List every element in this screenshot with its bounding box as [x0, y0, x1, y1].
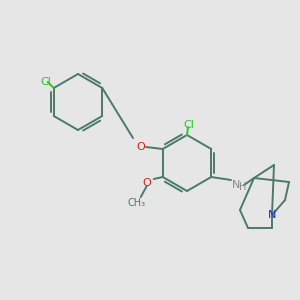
Text: Cl: Cl	[40, 77, 51, 87]
Text: Cl: Cl	[184, 120, 194, 130]
Text: N: N	[268, 210, 276, 220]
Text: CH₃: CH₃	[128, 198, 146, 208]
Text: N: N	[232, 180, 240, 190]
Text: O: O	[142, 178, 151, 188]
Text: H: H	[239, 182, 247, 192]
Text: O: O	[136, 142, 146, 152]
